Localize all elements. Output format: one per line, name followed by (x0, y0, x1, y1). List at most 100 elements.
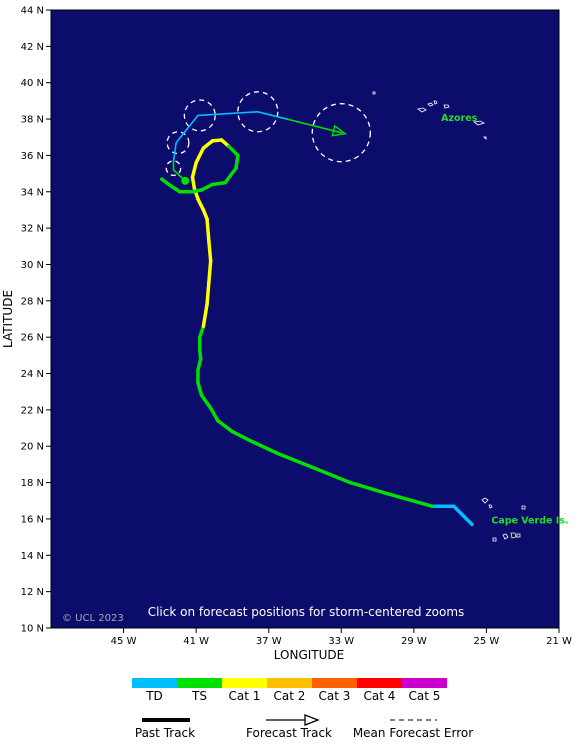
legend-category-label: Cat 4 (364, 689, 396, 703)
past-track-segment (205, 280, 211, 307)
forecast-error-circle[interactable] (237, 91, 279, 133)
place-label: Azores (441, 113, 478, 124)
past-track-segment (227, 144, 240, 158)
forecast-error-circle[interactable] (183, 99, 216, 132)
past-track-segment (223, 166, 238, 185)
forecast-error-circle[interactable] (311, 103, 371, 163)
past-track-segment (276, 451, 316, 470)
x-tick-label: 45 W (111, 636, 137, 647)
map-background[interactable] (51, 10, 559, 628)
legend-swatch-td (132, 678, 177, 688)
cape-verde-island (516, 533, 521, 538)
forecast-error-circle[interactable] (165, 160, 182, 177)
past-track-segment (190, 160, 198, 179)
past-track-segment (230, 429, 253, 443)
y-tick-label: 10 N (21, 624, 44, 635)
legend-swatch-ts (177, 678, 222, 688)
past-track-segment (199, 393, 213, 410)
legend-forecast-track: Forecast Track (246, 714, 332, 740)
x-tick-label: 33 W (328, 636, 354, 647)
past-track-segment (201, 139, 215, 150)
y-tick-label: 12 N (21, 587, 44, 598)
cape-verde-island (488, 504, 493, 509)
y-tick-label: 20 N (21, 442, 44, 453)
forecast-arrow-icon[interactable] (331, 124, 347, 137)
y-tick-label: 22 N (21, 405, 44, 416)
past-track-segment (196, 197, 206, 212)
past-track-segment (205, 217, 211, 243)
legend-category-label: Cat 3 (319, 689, 351, 703)
azores-island (417, 107, 427, 113)
y-axis-title: LATITUDE (1, 290, 15, 348)
past-track-segment (216, 419, 235, 434)
forecast-track-segment (257, 110, 288, 120)
legend-category-label: Cat 2 (274, 689, 306, 703)
past-track-segment (190, 175, 197, 190)
past-track-segment (208, 406, 220, 423)
legend-swatch-cat-4 (357, 678, 402, 688)
cape-verde-island (492, 537, 497, 542)
x-tick-label: 41 W (183, 636, 209, 647)
y-tick-label: 18 N (21, 478, 44, 489)
y-tick-label: 34 N (21, 187, 44, 198)
forecast-track-segment (197, 110, 259, 117)
past-track-segment (452, 504, 474, 527)
cape-verde-island (481, 497, 489, 504)
cape-verde-island (502, 533, 509, 540)
track-markers (181, 124, 347, 185)
past-track-segment (196, 380, 204, 398)
legend-swatch-cat-5 (402, 678, 447, 688)
plot-frame (50, 9, 560, 629)
past-track-segment (248, 439, 280, 456)
forecast-track-segment (286, 118, 343, 134)
legend-category-label: TD (145, 689, 163, 703)
zoom-instruction-text: Click on forecast positions for storm-ce… (148, 605, 465, 619)
legend: TD TS Cat 1 Cat 2 Cat 3 Cat 4 Cat 5 (132, 678, 447, 703)
y-tick-label: 42 N (21, 42, 44, 53)
legend-category-label: TS (191, 689, 207, 703)
cape-verde-island (510, 532, 517, 539)
azores-island (433, 100, 438, 105)
y-tick-label: 16 N (21, 514, 44, 525)
legend-mean-error: Mean Forecast Error (353, 719, 473, 740)
past-track-segment (312, 466, 353, 485)
y-axis-ticks: 44 N 42 N 40 N 38 N 36 N 34 N 32 N 30 N 28 N 26 N… (21, 6, 51, 635)
forecast-track-segment (175, 114, 199, 144)
legend-swatch-cat-1 (222, 678, 267, 688)
legend-category-label: Cat 5 (409, 689, 441, 703)
past-track-segment (210, 180, 227, 187)
forecast-error-circle[interactable] (166, 131, 190, 155)
y-tick-label: 36 N (21, 151, 44, 162)
past-track-segment (234, 153, 240, 170)
azores-island (483, 136, 487, 140)
azores-island (372, 91, 376, 95)
past-track-segment (207, 239, 213, 263)
forecast-track-label: Forecast Track (246, 726, 332, 740)
past-track-segment (199, 182, 215, 192)
x-tick-label: 37 W (256, 636, 282, 647)
current-position-marker[interactable] (181, 176, 190, 185)
copyright-text: © UCL 2023 (62, 613, 124, 624)
storm-tracks (159, 110, 474, 527)
place-labels: Azores Cape Verde Is. (441, 113, 568, 527)
legend-swatch-cat-3 (312, 678, 357, 688)
x-axis-title: LONGITUDE (274, 648, 344, 662)
past-track-segment (384, 491, 434, 508)
x-tick-label: 21 W (546, 636, 572, 647)
forecast-error-circles (165, 91, 371, 177)
legend-past-track: Past Track (135, 718, 195, 740)
forecast-track-segment (172, 141, 177, 162)
island-outlines (372, 91, 526, 542)
past-track-segment (167, 182, 182, 194)
x-tick-label: 25 W (474, 636, 500, 647)
azores-island (473, 120, 486, 126)
legend-category-label: Cat 1 (229, 689, 261, 703)
y-tick-label: 32 N (21, 224, 44, 235)
x-tick-label: 29 W (401, 636, 427, 647)
legend-swatch-cat-2 (267, 678, 312, 688)
place-label: Cape Verde Is. (491, 515, 568, 526)
past-track-segment (201, 302, 209, 329)
past-track-segment (194, 146, 206, 165)
past-track-segment (196, 357, 203, 372)
